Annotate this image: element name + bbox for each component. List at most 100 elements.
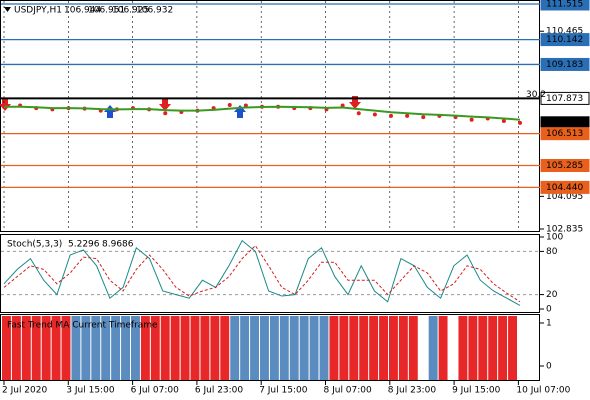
price-dot (518, 120, 522, 125)
ohlc-value: 106.951 (88, 6, 125, 16)
x-tick-label: 7 Jul 15:00 (259, 386, 308, 396)
trend-bar (309, 316, 319, 380)
trend-bar (260, 316, 269, 380)
y-tick-label: 1 (546, 319, 552, 329)
trend-bar (101, 316, 111, 380)
trend-bar (428, 316, 438, 380)
level-box (540, 127, 590, 141)
trend-bar (458, 316, 468, 380)
price-dot (340, 103, 345, 108)
level-label: 104.440 (546, 183, 583, 193)
y-tick-label: 0 (546, 305, 552, 315)
price-dot (389, 113, 393, 118)
trend-bar (190, 316, 200, 380)
trend-bar (121, 316, 130, 380)
trend-bar (210, 316, 220, 380)
level-label: 110.142 (546, 35, 583, 45)
x-tick-label: 10 Jul 07:00 (516, 386, 570, 396)
x-tick-label: 6 Jul 23:00 (195, 386, 244, 396)
trend-bar (61, 316, 71, 380)
trend-bar (329, 316, 339, 380)
trend-bar (389, 316, 398, 380)
trend-bar (359, 316, 369, 380)
x-tick-label: 9 Jul 15:00 (452, 386, 501, 396)
x-tick-label: 8 Jul 23:00 (388, 386, 437, 396)
trend-bar (488, 316, 498, 380)
trend-bar (41, 316, 51, 380)
level-box (540, 180, 590, 194)
price-dot (421, 115, 426, 120)
stoch-title: Stoch(5,3,3) (7, 240, 62, 250)
trend-bar (349, 316, 359, 380)
level-box (540, 0, 590, 11)
trend-bar (369, 316, 379, 380)
trend-bar (81, 316, 91, 380)
trend-bar (2, 316, 11, 380)
ohlc-value: 106.944 (64, 6, 101, 16)
ohlc-value: 106.925 (112, 6, 149, 16)
y-tick-label: 80 (546, 247, 558, 257)
x-tick-label: 3 Jul 15:00 (66, 386, 115, 396)
trend-bar (91, 316, 101, 380)
y-tick-label: 20 (546, 290, 558, 300)
trend-bar (71, 316, 81, 380)
y-tick-label: 0 (546, 362, 552, 372)
trend-bar (289, 316, 299, 380)
ohlc-value: 106.932 (136, 6, 173, 16)
trend-bar (240, 316, 250, 380)
y-tick-label: 104.095 (546, 192, 583, 202)
trend-bar (398, 316, 408, 380)
trend-bar (438, 316, 448, 380)
price-panel (0, 0, 540, 232)
trend-bar (339, 316, 349, 380)
y-tick-label: 100 (546, 233, 563, 243)
main-line (3, 239, 521, 306)
price-dot (243, 103, 248, 108)
price-dot (469, 117, 474, 122)
trend-bar (319, 316, 329, 380)
level-label: 106.932 (546, 118, 583, 128)
trend-bar (299, 316, 309, 380)
annotation: 30.2 (526, 90, 546, 100)
level-box (540, 158, 590, 172)
stoch-panel (0, 234, 540, 313)
symbol: USDJPY,H1 (14, 6, 62, 16)
price-dot (405, 113, 410, 118)
level-box (540, 91, 590, 105)
level-label: 111.515 (546, 0, 583, 10)
trend-bar (379, 316, 388, 380)
trend-bar (21, 316, 31, 380)
stoch-value: 5.2296 (68, 240, 100, 250)
price-dot (163, 111, 168, 116)
level-label: 106.513 (546, 129, 583, 139)
level-box (540, 33, 590, 47)
level-label: 105.285 (546, 161, 583, 171)
trend-bar (230, 316, 240, 380)
price-dot (227, 102, 232, 107)
trend-panel (0, 314, 540, 381)
x-tick-label: 6 Jul 07:00 (131, 386, 180, 396)
x-tick-label: 2 Jul 2020 (2, 386, 47, 396)
trend-bar (160, 316, 170, 380)
price-dot (372, 112, 377, 117)
trend-bar (269, 316, 279, 380)
trend-bar (131, 316, 140, 380)
trend-bar (408, 316, 418, 380)
menu-triangle (4, 7, 11, 12)
price-dot (501, 119, 506, 124)
trend-bar (150, 316, 160, 380)
trend-bar (180, 316, 190, 380)
trend-bar (170, 316, 180, 380)
trend-bar (498, 316, 508, 380)
signal-line (3, 244, 521, 303)
trend-title: Fast Trend MA Current Timeframe (7, 321, 158, 331)
y-tick-label: 110.465 (546, 27, 583, 37)
trend-bar (508, 316, 517, 380)
trend-bar (478, 316, 488, 380)
trend-bar (11, 316, 21, 380)
x-tick-label: 8 Jul 07:00 (324, 386, 373, 396)
stoch-value: 8.9686 (102, 240, 134, 250)
ma-line (4, 105, 521, 121)
trend-bar (51, 316, 61, 380)
